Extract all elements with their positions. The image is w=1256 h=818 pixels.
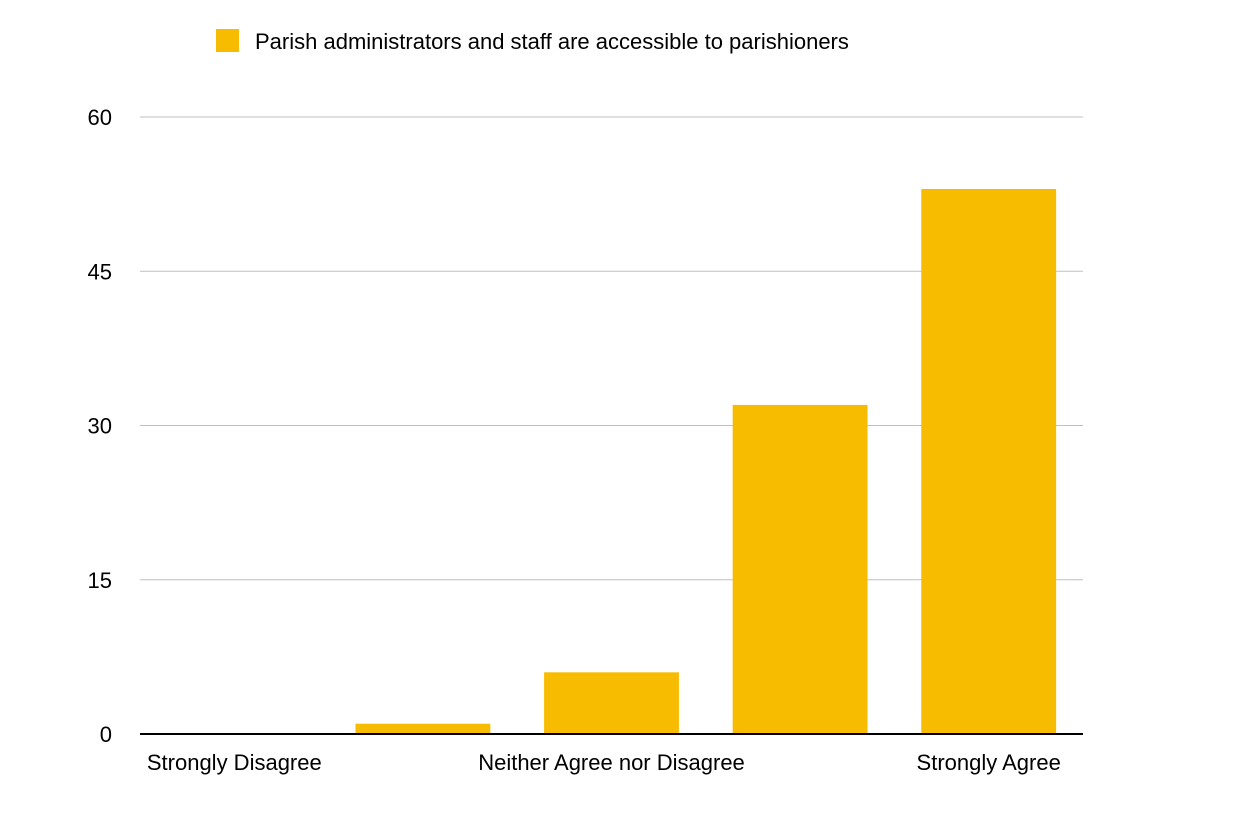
bar-neither-agree-nor-disagree — [544, 672, 679, 734]
x-tick-label: Neither Agree nor Disagree — [478, 750, 745, 775]
x-tick-label: Strongly Agree — [917, 750, 1061, 775]
y-tick-label: 45 — [88, 259, 112, 284]
bar-strongly-agree — [921, 188, 1057, 734]
y-tick-label: 15 — [88, 568, 112, 593]
y-axis-tick-labels: 0 15 30 45 60 — [88, 105, 112, 747]
legend-label: Parish administrators and staff are acce… — [255, 29, 849, 54]
legend: Parish administrators and staff are acce… — [216, 29, 849, 54]
legend-swatch — [216, 29, 239, 52]
y-tick-label: 60 — [88, 105, 112, 130]
x-axis-tick-labels: Strongly Disagree Neither Agree nor Disag… — [147, 750, 1061, 775]
y-tick-label: 30 — [88, 414, 112, 439]
bar-disagree — [355, 723, 491, 734]
y-tick-label: 0 — [100, 722, 112, 747]
x-tick-label: Strongly Disagree — [147, 750, 322, 775]
bars — [355, 188, 1057, 734]
bar-agree — [732, 404, 868, 734]
